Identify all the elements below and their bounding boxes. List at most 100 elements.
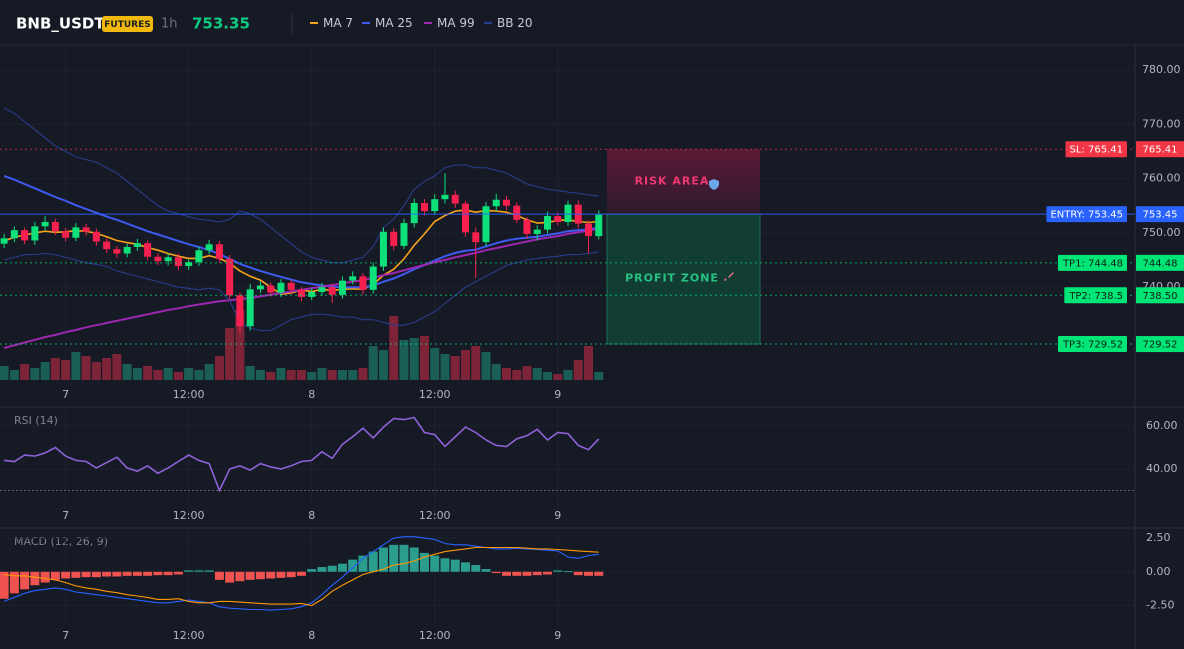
candle-body bbox=[595, 214, 603, 237]
macd-histogram-bar bbox=[532, 571, 542, 576]
candle-body bbox=[369, 266, 377, 290]
candle-body bbox=[482, 206, 490, 243]
price-label: 765.41 bbox=[1143, 145, 1178, 156]
ma-line bbox=[3, 174, 600, 289]
candle-body bbox=[564, 204, 572, 223]
macd-histogram-bar bbox=[112, 571, 122, 577]
macd-title: MACD (12, 26, 9) bbox=[14, 535, 108, 548]
level-label: SL: 765.41 bbox=[1070, 145, 1123, 156]
volume-bar bbox=[348, 370, 358, 380]
candle-body bbox=[226, 258, 234, 296]
macd-histogram-bar bbox=[471, 565, 481, 572]
volume-bar bbox=[522, 366, 532, 380]
macd-histogram-bar bbox=[61, 571, 71, 579]
volume-bar bbox=[409, 338, 419, 380]
x-tick-label: 9 bbox=[554, 388, 561, 401]
volume-bar bbox=[584, 346, 594, 380]
last-price: 753.35 bbox=[192, 15, 250, 33]
candle-body bbox=[420, 202, 428, 212]
rsi-line bbox=[4, 416, 600, 493]
x-tick-label: 8 bbox=[308, 629, 315, 642]
macd-histogram-bar bbox=[71, 571, 81, 578]
volume-bar bbox=[245, 366, 255, 380]
macd-histogram-bar bbox=[430, 555, 440, 572]
candle-body bbox=[195, 250, 203, 263]
candle-body bbox=[41, 222, 49, 227]
macd-histogram-bar bbox=[153, 571, 163, 576]
volume-bar bbox=[563, 370, 573, 380]
macd-histogram-bar bbox=[184, 570, 194, 572]
volume-bar bbox=[317, 368, 327, 380]
macd-line bbox=[3, 536, 599, 611]
candle-body bbox=[277, 282, 285, 293]
candle-body bbox=[287, 282, 295, 290]
candle-body bbox=[349, 276, 357, 281]
zone-icons bbox=[709, 179, 734, 281]
macd-histogram-bar bbox=[358, 555, 368, 572]
x-tick-label: 12:00 bbox=[419, 629, 451, 642]
volume-bar bbox=[143, 366, 153, 380]
volume-bar bbox=[368, 346, 378, 380]
candle-body bbox=[585, 223, 593, 237]
macd-histogram-bar bbox=[20, 571, 30, 590]
x-tick-label: 12:00 bbox=[173, 509, 205, 522]
volume-bar bbox=[173, 372, 183, 380]
badge: FUTURES bbox=[104, 20, 150, 30]
volume-bar bbox=[9, 370, 19, 380]
y-tick-label: 0.00 bbox=[1146, 565, 1171, 578]
macd-histogram-bar bbox=[91, 571, 101, 578]
macd-histogram-bar bbox=[584, 571, 594, 576]
y-tick-label: 770.00 bbox=[1142, 117, 1181, 130]
y-tick-label: 750.00 bbox=[1142, 226, 1181, 239]
macd-histogram-bar bbox=[235, 571, 245, 582]
macd-histogram-bar bbox=[348, 559, 358, 572]
candle-body bbox=[472, 232, 480, 243]
macd-histogram-bar bbox=[501, 571, 511, 576]
candle-body bbox=[410, 202, 418, 224]
x-tick-label: 12:00 bbox=[173, 388, 205, 401]
macd-histogram-bar bbox=[30, 571, 40, 586]
candle-body bbox=[174, 257, 182, 266]
candle-body bbox=[31, 226, 39, 241]
macd-histogram-bar bbox=[266, 571, 276, 579]
zone-label: PROFIT ZONE bbox=[625, 272, 719, 285]
volume-bar bbox=[491, 364, 501, 380]
candle-body bbox=[185, 262, 193, 266]
level-label-bg bbox=[1064, 287, 1127, 304]
volume-bar bbox=[102, 358, 112, 380]
volume-bar bbox=[255, 370, 265, 380]
volume-bar bbox=[81, 356, 91, 380]
price-label-bg bbox=[1136, 336, 1184, 353]
volume-bar bbox=[194, 370, 204, 380]
macd-histogram-bar bbox=[276, 571, 286, 578]
volume-bar bbox=[132, 368, 142, 380]
candle-body bbox=[144, 243, 152, 257]
x-tick-label: 9 bbox=[554, 629, 561, 642]
candle-body bbox=[103, 241, 111, 250]
price-label-bg bbox=[1136, 141, 1184, 158]
macd-histogram-bar bbox=[286, 571, 296, 578]
y-tick-label: 760.00 bbox=[1142, 172, 1181, 185]
macd-histogram-bar bbox=[399, 544, 409, 572]
macd-histogram-bar bbox=[81, 571, 91, 578]
candle-body bbox=[236, 295, 244, 327]
rsi-title: RSI (14) bbox=[14, 414, 58, 427]
candle-body bbox=[256, 285, 264, 290]
bb-line bbox=[3, 251, 599, 332]
legend-label: MA 99 bbox=[437, 16, 475, 30]
macd-histogram-bar bbox=[9, 571, 19, 594]
volume-bar bbox=[204, 364, 214, 380]
macd-histogram-bar bbox=[102, 571, 112, 577]
macd-histogram-bar bbox=[419, 552, 429, 572]
macd-histogram-bar bbox=[122, 571, 132, 576]
signal-line bbox=[4, 546, 599, 607]
volume-bar bbox=[399, 340, 409, 380]
y-tick-label: 40.00 bbox=[1146, 462, 1178, 475]
volume-bar bbox=[20, 364, 30, 380]
candle-body bbox=[318, 287, 326, 293]
candle-body bbox=[431, 199, 439, 212]
macd-histogram-bar bbox=[255, 571, 265, 580]
candle-body bbox=[441, 194, 449, 200]
